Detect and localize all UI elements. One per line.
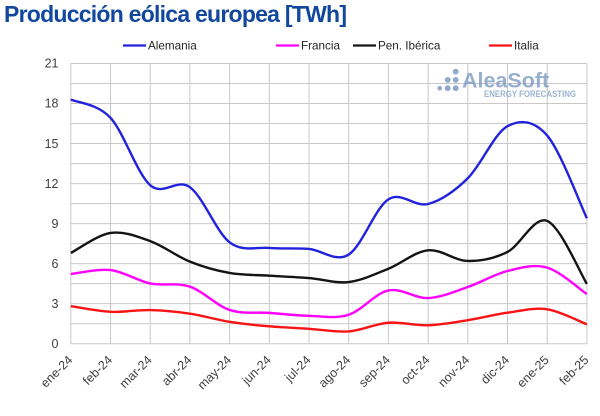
svg-text:ene-25: ene-25 [514, 353, 551, 390]
svg-text:ENERGY FORECASTING: ENERGY FORECASTING [484, 89, 576, 99]
svg-text:mar-24: mar-24 [117, 353, 155, 391]
svg-text:sep-24: sep-24 [356, 353, 393, 390]
svg-text:Francia: Francia [301, 40, 340, 53]
svg-text:3: 3 [52, 297, 59, 311]
svg-text:jul-24: jul-24 [281, 353, 313, 385]
svg-text:ene-24: ene-24 [38, 353, 75, 390]
svg-text:may-24: may-24 [195, 353, 234, 392]
svg-text:ago-24: ago-24 [316, 353, 353, 390]
svg-text:12: 12 [45, 177, 59, 191]
svg-text:6: 6 [52, 257, 59, 271]
svg-text:dic-24: dic-24 [478, 353, 512, 387]
svg-text:feb-25: feb-25 [557, 353, 592, 388]
svg-text:nov-24: nov-24 [435, 353, 472, 390]
svg-text:18: 18 [45, 97, 59, 111]
svg-text:Italia: Italia [514, 40, 539, 53]
svg-text:15: 15 [45, 137, 59, 151]
svg-text:Alemania: Alemania [148, 40, 197, 53]
svg-text:0: 0 [52, 337, 59, 351]
svg-text:AleaSoft: AleaSoft [462, 69, 549, 93]
svg-text:oct-24: oct-24 [398, 353, 432, 387]
svg-text:jun-24: jun-24 [239, 353, 274, 388]
svg-text:feb-24: feb-24 [80, 353, 115, 388]
svg-text:Pen. Ibérica: Pen. Ibérica [378, 40, 441, 53]
svg-text:21: 21 [45, 57, 59, 71]
svg-text:abr-24: abr-24 [159, 353, 194, 388]
svg-text:9: 9 [52, 217, 59, 231]
